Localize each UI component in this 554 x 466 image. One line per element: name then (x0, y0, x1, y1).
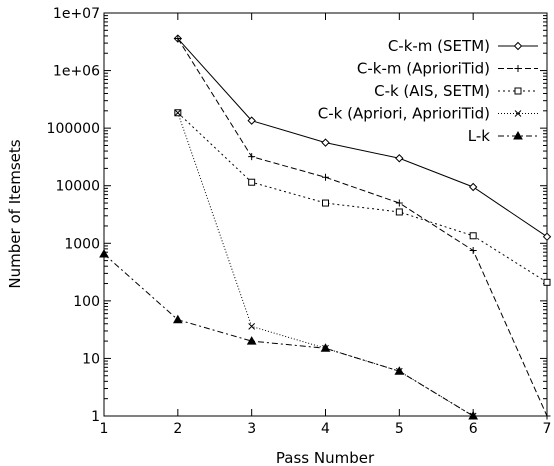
legend-label: C-k (AIS, SETM) (374, 82, 490, 100)
x-tick-label: 7 (543, 421, 552, 437)
y-tick-label: 100 (73, 294, 100, 310)
data-point (322, 173, 329, 181)
data-point (469, 246, 477, 254)
series-3 (174, 109, 551, 286)
x-axis: 1 2 3 4 5 6 7 (100, 13, 552, 437)
data-point (469, 232, 477, 240)
y-tick-label: 1e+06 (53, 64, 100, 80)
data-point (395, 154, 404, 163)
legend-marker (513, 41, 523, 51)
series-4 (174, 109, 477, 420)
data-point (468, 182, 478, 192)
series-2 (174, 35, 551, 420)
x-axis-title: Pass Number (276, 449, 375, 466)
x-tick-label: 5 (395, 421, 404, 437)
data-point (248, 178, 256, 186)
data-point (543, 412, 551, 420)
data-point (172, 314, 183, 324)
x-tick-label: 4 (321, 421, 330, 437)
legend-label: C-k-m (AprioriTid) (357, 60, 490, 78)
data-point (543, 278, 551, 286)
x-tick-label: 2 (173, 421, 182, 437)
data-point (542, 232, 552, 241)
legend-label: C-k-m (SETM) (388, 37, 490, 55)
y-tick-label: 10000 (55, 179, 100, 195)
y-axis-title: Number of Itemsets (6, 139, 24, 288)
y-tick-label: 100000 (47, 121, 100, 137)
series-line (177, 112, 548, 283)
data-point (395, 208, 403, 216)
series-line (177, 38, 548, 417)
series-5 (99, 249, 479, 420)
data-point (395, 199, 403, 207)
legend-marker (513, 130, 523, 140)
y-axis: 1 10 100 1000 10000 100000 1e+06 1e+07 (47, 6, 547, 425)
data-point (468, 410, 479, 420)
series-line (103, 253, 474, 417)
data-point (248, 153, 256, 161)
data-point (174, 35, 182, 43)
legend-label: C-k (Apriori, AprioriTid) (318, 105, 490, 123)
series-line (177, 112, 474, 417)
series-layer (99, 34, 552, 420)
y-tick-label: 1 (91, 409, 100, 425)
legend-label: L-k (468, 127, 491, 145)
x-tick-label: 6 (469, 421, 478, 437)
data-point (394, 366, 405, 375)
y-tick-label: 1e+07 (53, 6, 100, 22)
legend: C-k-m (SETM) C-k-m (AprioriTid) C-k (AIS, … (318, 37, 538, 145)
data-point (99, 249, 109, 258)
data-point (322, 199, 329, 207)
legend-marker (514, 110, 522, 117)
legend-marker (514, 87, 522, 95)
x-tick-label: 1 (100, 421, 109, 437)
y-tick-label: 1000 (64, 236, 100, 252)
data-point (174, 109, 182, 117)
y-tick-label: 10 (82, 351, 100, 367)
series-1 (173, 34, 552, 241)
data-point (246, 336, 257, 345)
legend-marker (514, 65, 522, 72)
data-point (247, 116, 256, 125)
data-point (248, 323, 256, 330)
series-line (177, 38, 548, 238)
data-point (321, 138, 330, 147)
x-tick-label: 3 (247, 421, 256, 437)
data-point (320, 343, 331, 352)
